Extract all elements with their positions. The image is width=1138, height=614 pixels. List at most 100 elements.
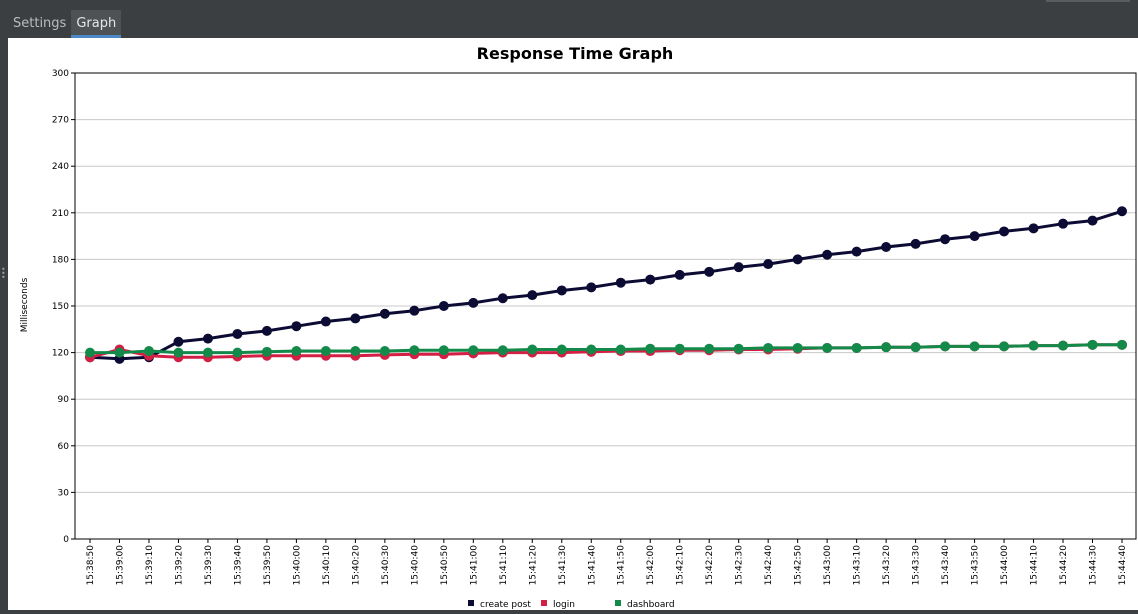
x-tick-label: 15:40:10 bbox=[322, 545, 332, 586]
tab-graph[interactable]: Graph bbox=[71, 10, 122, 38]
data-point bbox=[615, 344, 626, 355]
data-point bbox=[645, 274, 656, 285]
data-point bbox=[409, 305, 420, 316]
data-point bbox=[999, 226, 1010, 237]
data-point bbox=[261, 346, 272, 357]
series-create-post bbox=[85, 206, 1127, 364]
x-tick-label: 15:42:40 bbox=[764, 545, 774, 586]
y-axis-label: Milliseconds bbox=[20, 277, 30, 332]
data-point bbox=[350, 346, 361, 357]
y-tick-label: 270 bbox=[52, 116, 69, 126]
data-point bbox=[733, 262, 744, 273]
x-tick-label: 15:44:00 bbox=[1000, 545, 1010, 586]
data-point bbox=[851, 246, 862, 257]
data-point bbox=[1117, 206, 1127, 217]
x-tick-label: 15:39:30 bbox=[204, 545, 214, 586]
series-layer bbox=[85, 206, 1127, 364]
x-tick-label: 15:44:40 bbox=[1118, 545, 1128, 586]
data-point bbox=[586, 344, 597, 355]
x-tick-label: 15:42:20 bbox=[705, 545, 715, 586]
x-tick-label: 15:44:20 bbox=[1059, 545, 1069, 586]
data-point bbox=[704, 343, 715, 354]
x-tick-label: 15:39:00 bbox=[115, 545, 125, 586]
data-point bbox=[350, 313, 361, 324]
data-point bbox=[232, 347, 243, 358]
data-point bbox=[379, 308, 390, 319]
data-point bbox=[438, 301, 449, 311]
data-point bbox=[1028, 340, 1039, 351]
data-point bbox=[1028, 223, 1039, 234]
x-tick-label: 15:38:50 bbox=[86, 545, 96, 586]
series-dashboard bbox=[85, 339, 1127, 358]
data-point bbox=[792, 342, 803, 353]
data-point bbox=[320, 346, 331, 357]
y-tick-label: 300 bbox=[52, 69, 69, 79]
data-point bbox=[202, 333, 213, 344]
data-point bbox=[733, 343, 744, 354]
chart-panel: Response Time Graph Milliseconds 0 30 60 90… bbox=[8, 38, 1138, 610]
data-point bbox=[527, 344, 538, 355]
tab-bar: Settings Graph bbox=[8, 10, 122, 38]
y-tick-label: 150 bbox=[52, 302, 69, 312]
data-point bbox=[232, 328, 243, 339]
legend-swatch bbox=[541, 600, 547, 606]
data-point bbox=[468, 297, 479, 308]
data-point bbox=[291, 321, 302, 332]
data-point bbox=[910, 342, 921, 353]
grid-lines bbox=[75, 119, 1136, 493]
data-point bbox=[85, 347, 95, 358]
data-point bbox=[173, 336, 184, 347]
data-point bbox=[999, 341, 1010, 352]
data-point bbox=[1087, 339, 1098, 350]
x-tick-label: 15:40:30 bbox=[381, 545, 391, 586]
x-tick-label: 15:43:40 bbox=[941, 545, 951, 586]
data-point bbox=[674, 269, 685, 280]
legend: create post login dashboard bbox=[468, 600, 675, 610]
x-tick-label: 15:40:50 bbox=[440, 545, 450, 586]
x-tick-label: 15:40:40 bbox=[410, 545, 420, 586]
y-tick-label: 240 bbox=[52, 162, 69, 172]
response-time-chart: Response Time Graph Milliseconds 0 30 60 90… bbox=[20, 44, 1137, 610]
x-tick-label: 15:41:00 bbox=[469, 545, 479, 586]
side-splitter[interactable]: • • • bbox=[0, 38, 8, 610]
x-tick-label: 15:41:30 bbox=[558, 545, 568, 586]
data-point bbox=[910, 238, 921, 249]
y-tick-label: 60 bbox=[58, 442, 70, 452]
legend-label: create post bbox=[480, 600, 531, 610]
data-point bbox=[438, 345, 449, 356]
legend-item: login bbox=[541, 600, 575, 610]
legend-swatch bbox=[615, 600, 621, 606]
tab-settings[interactable]: Settings bbox=[13, 16, 67, 31]
x-tick-label: 15:43:50 bbox=[971, 545, 981, 586]
data-point bbox=[1058, 340, 1069, 351]
x-tick-label: 15:40:00 bbox=[292, 545, 302, 586]
data-point bbox=[556, 285, 567, 296]
data-point bbox=[704, 266, 715, 277]
x-tick-label: 15:44:30 bbox=[1089, 545, 1099, 586]
x-tick-label: 15:40:20 bbox=[351, 545, 361, 586]
data-point bbox=[792, 254, 803, 265]
data-point bbox=[173, 347, 184, 358]
data-point bbox=[969, 231, 980, 242]
series-line bbox=[89, 209, 1123, 361]
legend-item: create post bbox=[468, 600, 531, 610]
legend-swatch bbox=[468, 600, 474, 606]
x-axis-ticks: 15:38:50 15:39:00 15:39:10 15:39:20 15:39:30… bbox=[86, 539, 1128, 585]
y-tick-label: 90 bbox=[58, 395, 70, 405]
x-tick-label: 15:43:10 bbox=[853, 545, 863, 586]
data-point bbox=[645, 343, 656, 354]
x-tick-label: 15:43:20 bbox=[882, 545, 892, 586]
data-point bbox=[1058, 218, 1069, 229]
x-tick-label: 15:42:10 bbox=[676, 545, 686, 586]
x-tick-label: 15:39:20 bbox=[174, 545, 184, 586]
x-tick-label: 15:43:30 bbox=[912, 545, 922, 586]
y-tick-label: 0 bbox=[63, 535, 69, 545]
data-point bbox=[763, 259, 774, 270]
y-tick-label: 30 bbox=[58, 488, 70, 498]
data-point bbox=[586, 282, 597, 293]
legend-label: login bbox=[553, 600, 575, 610]
drag-handle-icon[interactable]: • • • bbox=[1, 265, 6, 282]
data-point bbox=[114, 347, 125, 358]
x-tick-label: 15:41:40 bbox=[587, 545, 597, 586]
plot-area bbox=[74, 72, 1137, 540]
